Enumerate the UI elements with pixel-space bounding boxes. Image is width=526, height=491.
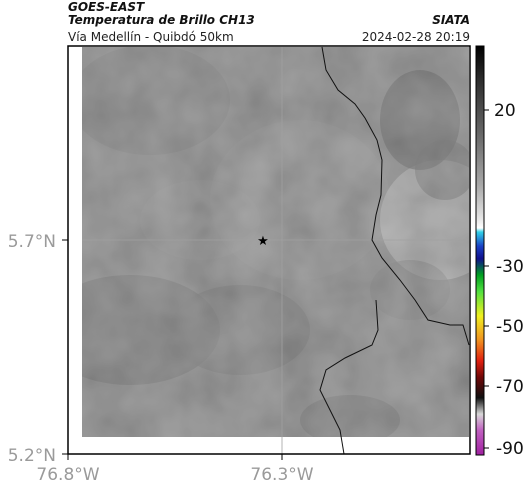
region-subtitle: Vía Medellín - Quibdó 50km xyxy=(68,30,234,44)
colorbar-label-minus30: -30 xyxy=(496,257,524,277)
lon-label-76-3: 76.3°W xyxy=(250,465,313,485)
datetime-label: 2024-02-28 20:19 xyxy=(361,30,470,44)
colorbar-label-minus70: -70 xyxy=(496,377,524,397)
colorbar-label-20: 20 xyxy=(494,101,516,121)
department-boundary xyxy=(319,46,470,455)
colorbar-label-minus50: -50 xyxy=(496,317,524,337)
satellite-title: GOES-EAST xyxy=(68,0,145,14)
brightness-temperature-field xyxy=(82,47,469,437)
lon-label-76-8: 76.8°W xyxy=(36,465,99,485)
lat-label-5-7: 5.7°N xyxy=(8,232,56,252)
colorbar-ticks xyxy=(484,109,489,449)
colorbar xyxy=(475,45,485,456)
product-title: Temperatura de Brillo CH13 xyxy=(68,13,255,27)
source-label: SIATA xyxy=(432,13,470,27)
lat-label-5-2: 5.2°N xyxy=(8,446,56,466)
location-star-icon: ★ xyxy=(257,234,269,249)
map-frame xyxy=(67,45,471,455)
colorbar-label-minus90: -90 xyxy=(496,439,524,459)
